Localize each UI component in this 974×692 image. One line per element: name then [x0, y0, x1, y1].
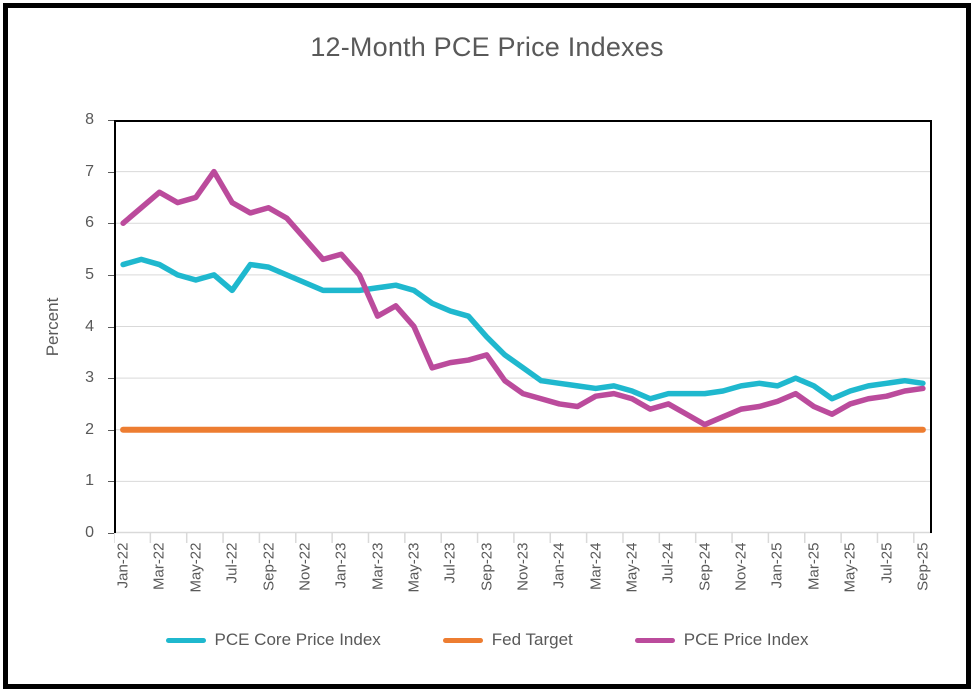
y-axis-tick	[108, 274, 114, 276]
legend-label: PCE Price Index	[683, 630, 809, 649]
x-tick-label-jul-22: Jul-22	[223, 542, 241, 584]
x-tick-label-jul-25: Jul-25	[878, 542, 896, 584]
y-tick-label-7: 7	[85, 162, 94, 180]
y-axis-tick	[108, 481, 114, 483]
x-tick-label-nov-24: Nov-24	[732, 542, 750, 591]
y-tick-label-0: 0	[85, 524, 94, 541]
x-tick-label-may-25: May-25	[841, 542, 859, 593]
y-axis-tick	[108, 533, 114, 534]
y-axis-tick	[108, 326, 114, 328]
y-axis-tick	[108, 429, 114, 431]
y-axis-tick	[108, 223, 114, 225]
legend-item-pce-core-price-index: PCE Core Price Index	[165, 630, 381, 650]
x-tick-label-sep-22: Sep-22	[260, 542, 277, 591]
legend-label: PCE Core Price Index	[214, 630, 381, 649]
x-tick-label-sep-24: Sep-24	[696, 542, 714, 591]
y-tick-label-2: 2	[85, 420, 94, 438]
y-axis-tick	[108, 378, 114, 380]
legend-label: Fed Target	[491, 630, 573, 649]
x-tick-label-may-23: May-23	[405, 542, 423, 593]
series-line-0-pce-core-price-index	[120, 256, 926, 402]
legend-swatch-icon	[442, 637, 483, 643]
x-tick-label-nov-22: Nov-22	[296, 542, 314, 591]
y-tick-label-3: 3	[85, 369, 94, 387]
x-tick-label-mar-25: Mar-25	[805, 542, 823, 591]
chart-frame	[3, 3, 971, 689]
y-axis-tick	[108, 171, 114, 173]
chart-title: 12-Month PCE Price Indexes	[310, 32, 664, 62]
y-tick-label-5: 5	[85, 265, 94, 283]
x-tick-label-jul-23: Jul-23	[441, 542, 459, 584]
x-tick-label-may-24: May-24	[623, 542, 641, 593]
x-tick-label-jan-23: Jan-23	[332, 542, 350, 589]
legend-swatch-icon	[165, 637, 206, 643]
legend-item-pce-price-index: PCE Price Index	[634, 630, 809, 650]
x-tick-label-jan-24: Jan-24	[550, 542, 568, 589]
x-tick-label-jan-25: Jan-25	[768, 542, 786, 589]
x-tick-label-sep-23: Sep-23	[478, 542, 496, 591]
x-tick-label-jan-22: Jan-22	[114, 542, 132, 589]
legend-swatch-icon	[634, 637, 675, 643]
series-line-2-pce-price-index	[120, 168, 926, 428]
chart-legend: PCE Core Price Index Fed Target PCE Price …	[0, 630, 974, 650]
x-tick-label-nov-23: Nov-23	[514, 542, 532, 591]
x-tick-label-jul-24: Jul-24	[659, 542, 677, 584]
x-tick-label-mar-23: Mar-23	[369, 542, 387, 591]
y-tick-label-6: 6	[85, 214, 94, 232]
y-tick-label-4: 4	[85, 317, 94, 335]
x-tick-label-mar-24: Mar-24	[587, 542, 605, 591]
plot-area	[114, 120, 932, 543]
y-axis-tick	[108, 120, 114, 121]
y-tick-label-1: 1	[85, 472, 94, 490]
x-tick-label-may-22: May-22	[187, 542, 205, 593]
legend-item-fed-target: Fed Target	[442, 630, 573, 650]
x-tick-label-sep-25: Sep-25	[914, 542, 932, 591]
x-tick-label-mar-22: Mar-22	[150, 542, 168, 591]
y-tick-label-8: 8	[85, 111, 94, 128]
